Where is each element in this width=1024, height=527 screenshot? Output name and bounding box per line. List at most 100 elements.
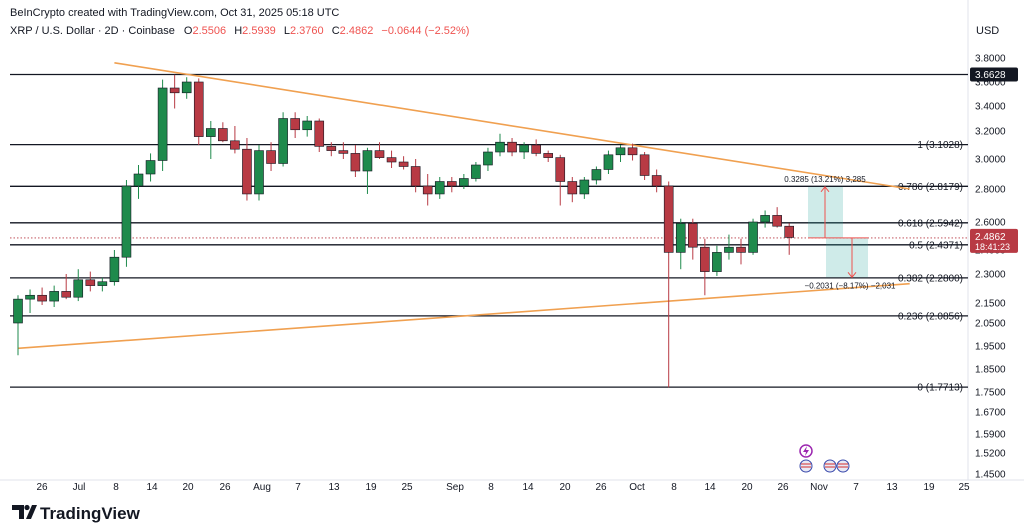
candle-up[interactable] bbox=[760, 215, 770, 223]
candle-up[interactable] bbox=[519, 144, 529, 153]
symbol-legend: XRP / U.S. Dollar · 2D · Coinbase O2.550… bbox=[10, 25, 469, 37]
tv-logo-icon bbox=[12, 505, 37, 519]
candle-down[interactable] bbox=[85, 279, 96, 286]
candle-up[interactable] bbox=[434, 181, 445, 195]
x-tick-label: 8 bbox=[113, 482, 119, 493]
currency-label: USD bbox=[976, 25, 999, 37]
candle-up[interactable] bbox=[73, 279, 84, 298]
candle-up[interactable] bbox=[724, 246, 734, 253]
candle-down[interactable] bbox=[651, 175, 662, 187]
candle-up[interactable] bbox=[49, 291, 59, 302]
fib-level-label: 0 (1.7713) bbox=[917, 383, 963, 394]
resistance-price-badge bbox=[970, 67, 1018, 82]
candle-down[interactable] bbox=[687, 223, 698, 248]
y-tick-label: 1.9500 bbox=[975, 342, 1006, 353]
candle-up[interactable] bbox=[591, 169, 602, 181]
change-value: −0.0644 (−2.52%) bbox=[381, 25, 469, 37]
candle-up[interactable] bbox=[302, 120, 313, 131]
candle-down[interactable] bbox=[567, 181, 578, 195]
candle-up[interactable] bbox=[206, 128, 216, 137]
y-tick-label: 1.6700 bbox=[975, 408, 1006, 419]
y-tick-label: 1.5900 bbox=[975, 430, 1006, 441]
fib-level-label: 0.236 (2.0856) bbox=[898, 311, 963, 322]
candle-down[interactable] bbox=[410, 166, 421, 187]
candle-up[interactable] bbox=[579, 179, 590, 195]
candle-up[interactable] bbox=[495, 141, 505, 153]
candle-down[interactable] bbox=[446, 181, 457, 187]
candle-down[interactable] bbox=[772, 215, 782, 227]
candle-up[interactable] bbox=[157, 87, 168, 161]
candle-up[interactable] bbox=[675, 223, 686, 253]
us-flag-icon[interactable] bbox=[823, 459, 837, 473]
candle-down[interactable] bbox=[507, 141, 517, 153]
measure-tools[interactable]: 0.3285 (13.21%) 3,285 −0.2031 (−8.17%) −2… bbox=[784, 175, 896, 290]
candle-down[interactable] bbox=[242, 148, 252, 195]
x-tick-label: 25 bbox=[401, 482, 413, 493]
candle-up[interactable] bbox=[712, 252, 722, 272]
candle-up[interactable] bbox=[25, 294, 35, 300]
candle-down[interactable] bbox=[736, 246, 746, 253]
candle-up[interactable] bbox=[483, 151, 493, 166]
x-tick-label: Jul bbox=[73, 482, 86, 493]
candle-down[interactable] bbox=[169, 87, 180, 94]
candle-down[interactable] bbox=[784, 225, 795, 238]
candle-down[interactable] bbox=[61, 291, 72, 298]
candle-up[interactable] bbox=[13, 298, 23, 324]
us-flag-icon[interactable] bbox=[799, 459, 813, 473]
candle-down[interactable] bbox=[555, 157, 566, 182]
x-tick-label: 20 bbox=[741, 482, 753, 493]
us-flag-icon[interactable] bbox=[836, 459, 850, 473]
trendlines[interactable] bbox=[17, 62, 910, 350]
candle-up[interactable] bbox=[603, 154, 614, 170]
candle-up[interactable] bbox=[97, 281, 108, 286]
candle-down[interactable] bbox=[314, 120, 325, 147]
measure-down-box[interactable] bbox=[826, 237, 868, 278]
candle-up[interactable] bbox=[278, 118, 288, 164]
candle-down[interactable] bbox=[290, 118, 300, 131]
candle-down[interactable] bbox=[543, 153, 554, 158]
candle-down[interactable] bbox=[37, 294, 47, 302]
y-tick-label: 2.3000 bbox=[975, 270, 1006, 281]
candle-up[interactable] bbox=[121, 185, 132, 258]
x-tick-label: 14 bbox=[704, 482, 716, 493]
candle-up[interactable] bbox=[133, 173, 144, 187]
lightning-glyph bbox=[803, 446, 809, 456]
candle-up[interactable] bbox=[181, 81, 192, 94]
candle-down[interactable] bbox=[422, 185, 433, 195]
candle-down[interactable] bbox=[639, 154, 650, 176]
fib-level-label: 0.5 (2.4371) bbox=[909, 240, 963, 251]
candle-down[interactable] bbox=[700, 246, 710, 272]
candle-down[interactable] bbox=[531, 144, 541, 154]
candle-up[interactable] bbox=[471, 164, 481, 179]
x-tick-label: Oct bbox=[629, 482, 645, 493]
candle-down[interactable] bbox=[266, 150, 276, 164]
candle-down[interactable] bbox=[374, 150, 385, 158]
candle-down[interactable] bbox=[230, 140, 240, 150]
candle-up[interactable] bbox=[362, 150, 373, 172]
candle-down[interactable] bbox=[350, 153, 361, 172]
x-tick-label: 20 bbox=[182, 482, 194, 493]
candle-down[interactable] bbox=[193, 81, 204, 137]
x-tick-label: 19 bbox=[365, 482, 377, 493]
trendline[interactable] bbox=[114, 62, 910, 190]
candle-up[interactable] bbox=[254, 150, 264, 195]
candle-up[interactable] bbox=[748, 221, 758, 253]
candle-down[interactable] bbox=[398, 161, 409, 167]
candle-down[interactable] bbox=[627, 147, 638, 156]
candle-down[interactable] bbox=[338, 150, 349, 154]
candle-up[interactable] bbox=[459, 178, 469, 187]
time-axis[interactable]: 26 Jul 8 14 20 26 Aug 7 13 19 25 Sep 8 14 20 26 Oct 8 14 20… bbox=[36, 482, 970, 493]
candle-up[interactable] bbox=[109, 256, 120, 283]
bar-countdown-text: 18:41:23 bbox=[975, 242, 1010, 252]
candle-down[interactable] bbox=[386, 157, 397, 163]
x-tick-label: 7 bbox=[295, 482, 301, 493]
trendline[interactable] bbox=[17, 282, 910, 350]
candle-up[interactable] bbox=[145, 160, 156, 175]
candle-up[interactable] bbox=[615, 147, 626, 156]
candle-down[interactable] bbox=[326, 146, 337, 151]
candle-down[interactable] bbox=[218, 128, 228, 142]
high-value: 2.5939 bbox=[242, 25, 276, 37]
price-axis[interactable]: 3.8000 3.6000 3.4000 3.2000 3.0000 2.8000 2.60… bbox=[975, 54, 1006, 481]
candle-down[interactable] bbox=[663, 185, 674, 253]
